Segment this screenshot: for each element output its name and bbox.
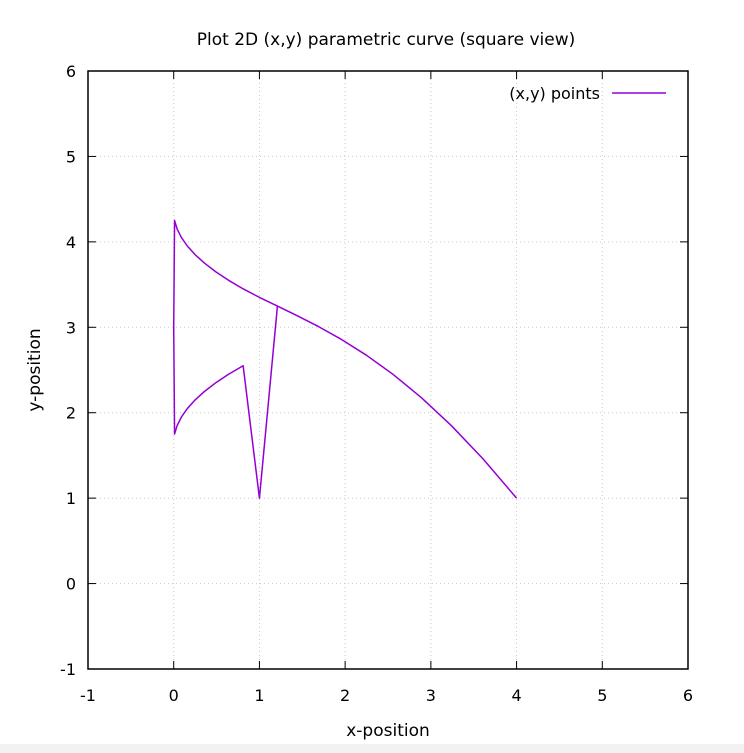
x-tick-label: 2 — [340, 686, 350, 705]
y-tick-label: 2 — [66, 404, 76, 423]
x-tick-label: 4 — [511, 686, 521, 705]
y-tick-label: 1 — [66, 489, 76, 508]
x-tick-label: 0 — [169, 686, 179, 705]
legend-label: (x,y) points — [509, 84, 600, 103]
x-tick-label: 6 — [683, 686, 693, 705]
legend: (x,y) points — [509, 84, 666, 103]
series-line — [172, 219, 518, 499]
ticks: -1 0 1 2 3 4 5 6 -1 0 1 2 3 4 5 6 — [60, 62, 693, 705]
y-tick-label: -1 — [60, 660, 76, 679]
y-axis-title: y-position — [25, 328, 45, 411]
footer-strip — [0, 744, 744, 753]
y-tick-label: 3 — [66, 318, 76, 337]
grid — [88, 71, 688, 669]
y-tick-label: 5 — [66, 147, 76, 166]
y-tick-label: 0 — [66, 575, 76, 594]
x-tick-label: 1 — [254, 686, 264, 705]
y-tick-label: 4 — [66, 233, 76, 252]
y-tick-label: 6 — [66, 62, 76, 81]
curve-layer — [172, 219, 518, 499]
x-tick-label: 3 — [426, 686, 436, 705]
x-axis-title: x-position — [346, 721, 430, 741]
x-tick-label: -1 — [80, 686, 96, 705]
plot-frame — [87, 70, 689, 670]
x-tick-label: 5 — [597, 686, 607, 705]
chart-title: Plot 2D (x,y) parametric curve (square v… — [197, 30, 575, 50]
